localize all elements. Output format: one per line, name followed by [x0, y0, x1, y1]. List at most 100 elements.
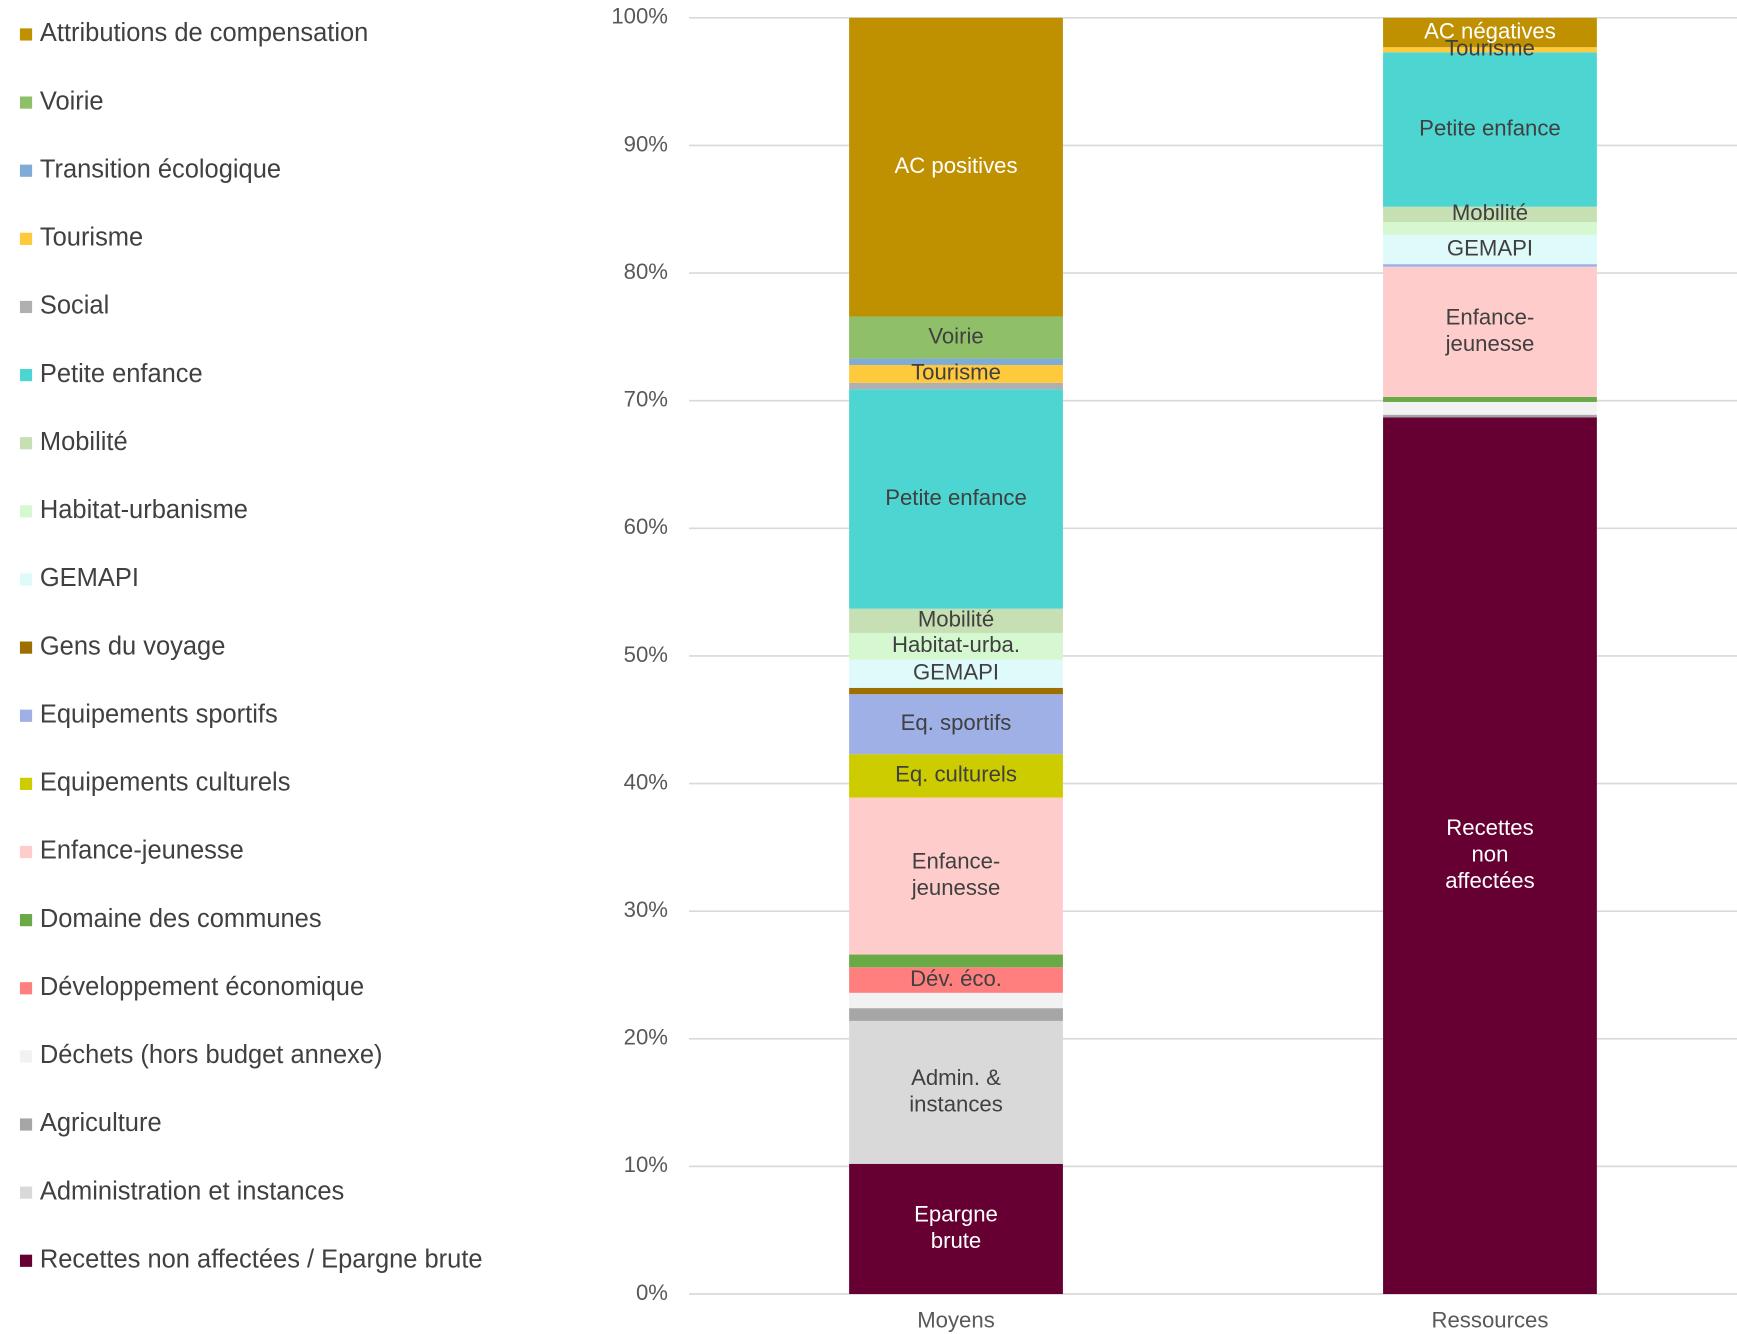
legend-label: Administration et instances — [40, 1177, 344, 1205]
legend-swatch — [19, 845, 33, 859]
segment-label: AC négatives — [1424, 18, 1556, 43]
segment-label: GEMAPI — [1447, 235, 1533, 260]
y-tick-label: 100% — [611, 4, 668, 29]
bar-segment — [1383, 52, 1597, 207]
legend-swatch — [19, 1186, 33, 1199]
segment-label: instances — [909, 1092, 1003, 1117]
segment-label: Enfance- — [1446, 304, 1535, 329]
legend-label: Equipements culturels — [40, 769, 291, 797]
bar-segment — [1383, 264, 1597, 267]
bar-segment — [1383, 266, 1597, 397]
y-tick-label: 90% — [624, 131, 668, 156]
bar-segment — [1383, 222, 1597, 235]
legend-label: Domaine des communes — [40, 905, 322, 933]
segment-label: AC positives — [894, 153, 1017, 178]
segment-label: jeunesse — [1445, 331, 1535, 356]
legend-swatch — [19, 573, 33, 586]
bar-segment — [849, 17, 1063, 317]
bar-segment — [849, 608, 1063, 633]
bar-segment — [849, 754, 1063, 798]
bar-segment — [849, 797, 1063, 955]
segment-label: Tourisme — [911, 360, 1001, 385]
legend-label: Equipements sportifs — [40, 700, 278, 728]
bar-segment — [849, 316, 1063, 359]
legend-label: Voirie — [40, 87, 104, 115]
bar-segment — [849, 954, 1063, 968]
bar-segment — [1383, 206, 1597, 223]
segment-label: Petite enfance — [885, 485, 1027, 510]
y-tick-label: 20% — [624, 1025, 668, 1050]
segment-label: Epargne — [914, 1201, 998, 1226]
segment-label: Enfance- — [912, 849, 1001, 874]
legend-label: Attributions de compensation — [40, 19, 368, 47]
y-tick-label: 10% — [624, 1152, 668, 1177]
segment-label: GEMAPI — [913, 660, 999, 685]
legend-swatch — [19, 300, 33, 314]
bar-segment — [1383, 396, 1597, 402]
y-tick-label: 0% — [636, 1280, 668, 1305]
segment-label: Tourisme — [1445, 36, 1535, 61]
segment-label: Eq. culturels — [895, 762, 1017, 787]
legend-label: Déchets (hors budget annexe) — [40, 1041, 383, 1069]
bar-segment — [1383, 414, 1597, 418]
bar-segment — [849, 687, 1063, 695]
legend-swatch — [19, 641, 33, 654]
segment-label: affectées — [1445, 868, 1534, 893]
legend-swatch — [19, 1050, 33, 1063]
legend-label: Mobilité — [40, 428, 128, 456]
y-tick-label: 70% — [624, 387, 668, 412]
segment-label: Eq. sportifs — [901, 710, 1012, 735]
legend-label: Habitat-urbanisme — [40, 496, 248, 524]
segment-label: Voirie — [928, 323, 983, 348]
legend-swatch — [19, 164, 33, 177]
y-tick-label: 30% — [624, 897, 668, 922]
bar-segment — [849, 694, 1063, 755]
segment-label: non — [1471, 841, 1508, 866]
bar-segment — [1383, 17, 1597, 48]
bar-segment — [849, 1008, 1063, 1021]
legend-swatch — [19, 777, 33, 790]
legend-swatch — [19, 709, 33, 722]
segment-label: jeunesse — [911, 875, 1001, 900]
legend-swatch — [19, 1118, 33, 1131]
segment-label: Mobilité — [1452, 200, 1528, 225]
bar-segment — [849, 992, 1063, 1009]
legend-swatch — [19, 982, 33, 995]
legend-swatch — [19, 437, 33, 450]
legend-swatch — [19, 96, 33, 109]
legend-label: Transition écologique — [40, 155, 281, 183]
legend-swatch — [19, 369, 33, 382]
x-tick-label: Ressources — [1432, 1308, 1549, 1333]
x-tick-label: Moyens — [917, 1308, 995, 1333]
segment-label: Dév. éco. — [910, 966, 1002, 991]
bar-segment — [849, 659, 1063, 688]
bar-segment — [1383, 47, 1597, 53]
segment-label: brute — [931, 1228, 981, 1253]
bar-segment — [849, 389, 1063, 609]
y-tick-label: 50% — [624, 642, 668, 667]
bar-segment — [849, 1163, 1063, 1295]
legend-label: Tourisme — [40, 224, 143, 252]
legend-swatch — [19, 232, 33, 245]
legend-swatch — [19, 1254, 33, 1267]
y-tick-label: 80% — [624, 259, 668, 284]
legend-swatch — [19, 914, 33, 927]
y-tick-label: 40% — [624, 769, 668, 794]
segment-label: Recettes — [1446, 815, 1533, 840]
bar-segment — [1383, 401, 1597, 415]
legend-label: Agriculture — [40, 1109, 162, 1137]
legend-label: Développement économique — [40, 973, 364, 1001]
segment-label: Petite enfance — [1419, 115, 1561, 140]
bar-segment — [1383, 234, 1597, 265]
bar-segment — [849, 632, 1063, 660]
y-tick-label: 60% — [624, 514, 668, 539]
bar-segment — [849, 358, 1063, 365]
bar-segment — [849, 364, 1063, 383]
bar-segment — [849, 382, 1063, 390]
legend-label: Gens du voyage — [40, 632, 225, 660]
segment-label: Habitat-urba. — [892, 632, 1020, 657]
legend-label: GEMAPI — [40, 564, 139, 592]
legend-label: Petite enfance — [40, 360, 203, 388]
